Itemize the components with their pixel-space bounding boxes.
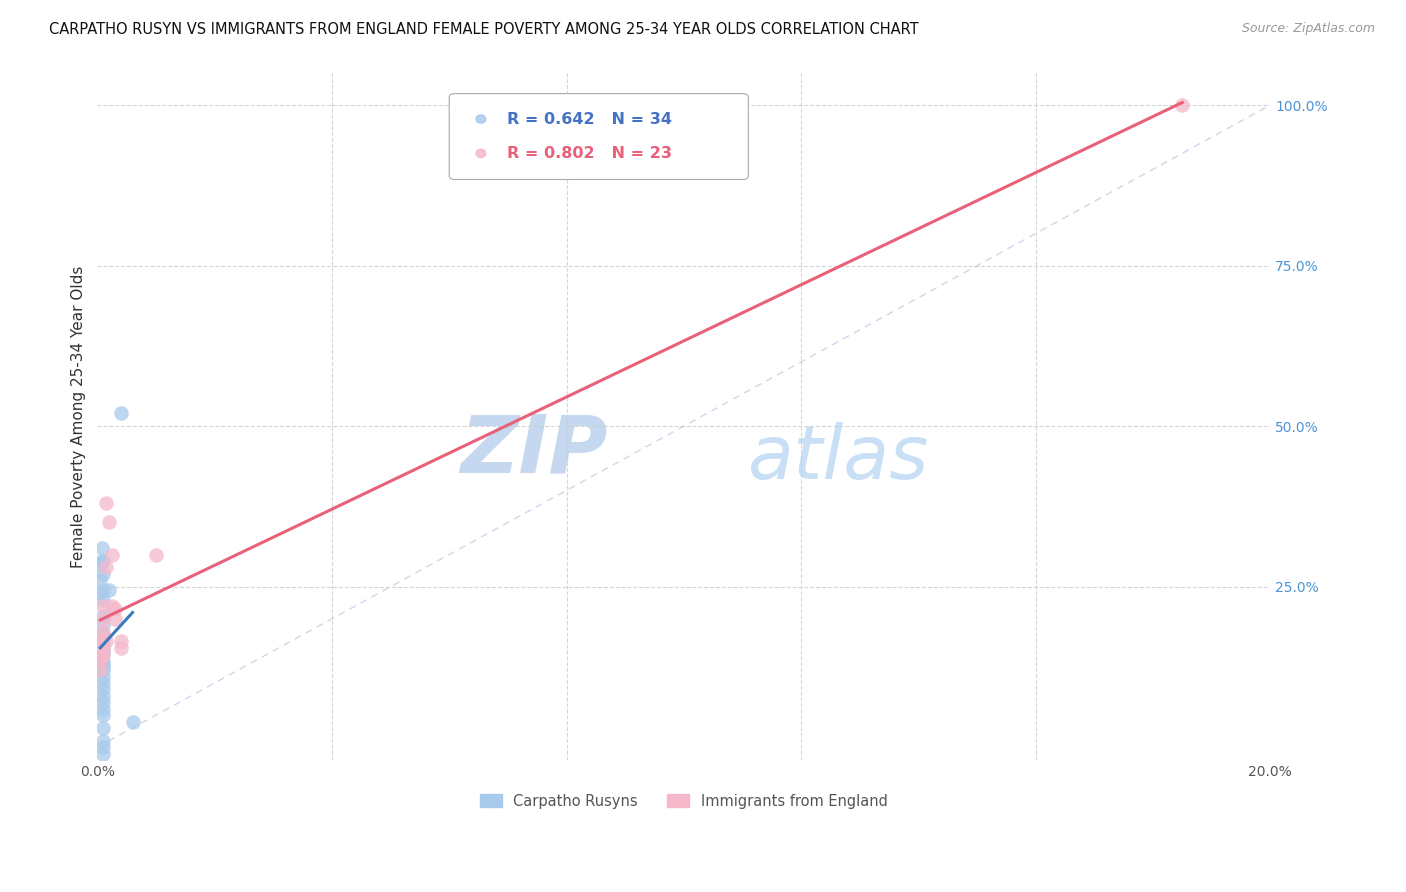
Point xyxy=(91,663,114,677)
Point xyxy=(101,548,124,562)
Point xyxy=(89,640,111,655)
Text: R = 0.642   N = 34: R = 0.642 N = 34 xyxy=(506,112,672,127)
Point xyxy=(91,640,114,655)
Point xyxy=(91,554,114,568)
Point xyxy=(89,653,111,667)
Point xyxy=(91,669,114,683)
Point xyxy=(91,650,114,665)
Point xyxy=(91,721,114,735)
Point xyxy=(1171,98,1194,112)
Point xyxy=(91,637,114,651)
Point xyxy=(91,695,114,709)
Point xyxy=(91,541,114,556)
Text: R = 0.802   N = 23: R = 0.802 N = 23 xyxy=(506,146,672,161)
Text: atlas: atlas xyxy=(748,422,929,494)
Point xyxy=(91,608,114,623)
Point xyxy=(91,599,114,613)
Point xyxy=(110,640,132,655)
Point xyxy=(91,640,114,655)
Point xyxy=(91,566,114,581)
Point xyxy=(94,560,117,574)
Point xyxy=(89,586,111,600)
Point xyxy=(101,599,124,613)
Point xyxy=(94,496,117,510)
Point xyxy=(98,516,121,530)
Point xyxy=(91,554,114,568)
Point xyxy=(89,558,111,572)
Point xyxy=(145,548,167,562)
Point xyxy=(91,733,114,747)
Point xyxy=(91,624,114,639)
Point xyxy=(91,628,114,642)
Point xyxy=(104,612,127,626)
Point xyxy=(91,592,114,607)
Point xyxy=(89,663,111,677)
Point xyxy=(91,747,114,761)
Point xyxy=(91,676,114,690)
Ellipse shape xyxy=(477,149,486,158)
Point xyxy=(91,631,114,645)
Point xyxy=(104,602,127,616)
Text: ZIP: ZIP xyxy=(460,412,607,490)
Legend: Carpatho Rusyns, Immigrants from England: Carpatho Rusyns, Immigrants from England xyxy=(474,788,893,814)
Point xyxy=(91,682,114,697)
FancyBboxPatch shape xyxy=(450,94,748,179)
Point xyxy=(91,660,114,674)
Point xyxy=(91,740,114,755)
Point xyxy=(91,653,114,667)
Text: Source: ZipAtlas.com: Source: ZipAtlas.com xyxy=(1241,22,1375,36)
Point xyxy=(91,657,114,671)
Point xyxy=(110,634,132,648)
Point xyxy=(110,406,132,420)
Point xyxy=(91,701,114,715)
Y-axis label: Female Poverty Among 25-34 Year Olds: Female Poverty Among 25-34 Year Olds xyxy=(72,265,86,567)
Point xyxy=(89,573,111,587)
Point xyxy=(121,714,143,729)
Point xyxy=(91,708,114,723)
Point xyxy=(91,582,114,597)
Point xyxy=(91,647,114,661)
Point xyxy=(91,618,114,632)
Point xyxy=(91,637,114,651)
Point xyxy=(91,647,114,661)
Point xyxy=(94,634,117,648)
Point xyxy=(91,612,114,626)
Point xyxy=(98,582,121,597)
Ellipse shape xyxy=(477,115,486,123)
Point xyxy=(91,644,114,658)
Text: CARPATHO RUSYN VS IMMIGRANTS FROM ENGLAND FEMALE POVERTY AMONG 25-34 YEAR OLDS C: CARPATHO RUSYN VS IMMIGRANTS FROM ENGLAN… xyxy=(49,22,920,37)
Point xyxy=(91,689,114,703)
